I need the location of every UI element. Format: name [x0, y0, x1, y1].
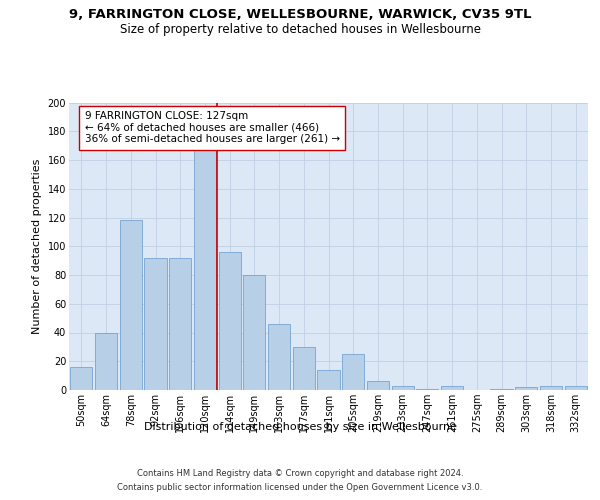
Bar [218, 252, 241, 390]
Text: 9 FARRINGTON CLOSE: 127sqm
← 64% of detached houses are smaller (466)
36% of sem: 9 FARRINGTON CLOSE: 127sqm ← 64% of deta… [85, 111, 340, 144]
Text: Size of property relative to detached houses in Wellesbourne: Size of property relative to detached ho… [119, 22, 481, 36]
Bar [243, 275, 265, 390]
Text: 9, FARRINGTON CLOSE, WELLESBOURNE, WARWICK, CV35 9TL: 9, FARRINGTON CLOSE, WELLESBOURNE, WARWI… [69, 8, 531, 20]
Bar [540, 386, 562, 390]
Bar [441, 386, 463, 390]
Bar [293, 347, 315, 390]
Bar [515, 387, 538, 390]
Bar [317, 370, 340, 390]
Bar [367, 382, 389, 390]
Bar [95, 332, 117, 390]
Y-axis label: Number of detached properties: Number of detached properties [32, 158, 42, 334]
Bar [392, 386, 414, 390]
Bar [145, 258, 167, 390]
Bar [194, 148, 216, 390]
Bar [490, 388, 512, 390]
Bar [565, 386, 587, 390]
Text: Contains HM Land Registry data © Crown copyright and database right 2024.: Contains HM Land Registry data © Crown c… [137, 469, 463, 478]
Bar [119, 220, 142, 390]
Bar [342, 354, 364, 390]
Bar [70, 367, 92, 390]
Bar [416, 388, 439, 390]
Bar [169, 258, 191, 390]
Text: Contains public sector information licensed under the Open Government Licence v3: Contains public sector information licen… [118, 484, 482, 492]
Bar [268, 324, 290, 390]
Text: Distribution of detached houses by size in Wellesbourne: Distribution of detached houses by size … [143, 422, 457, 432]
